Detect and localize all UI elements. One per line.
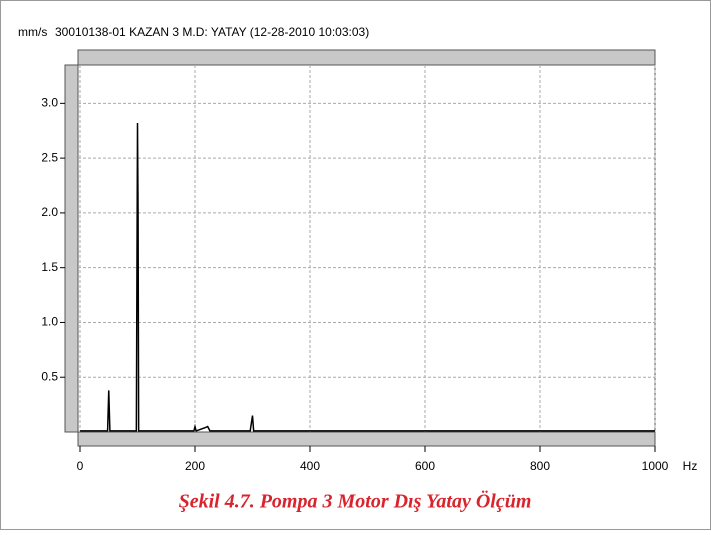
bottom-bar [77, 431, 656, 447]
x-tick-label: 1000 [642, 459, 669, 473]
caption: Şekil 4.7. Pompa 3 Motor Dış Yatay Ölçüm [179, 490, 532, 513]
chart-title: 30010138-01 KAZAN 3 M.D: YATAY (12-28-20… [55, 25, 369, 39]
y-tick-label: 1.5 [41, 260, 58, 274]
top-bar [77, 49, 656, 66]
spectrum-line [80, 123, 655, 432]
plot-frame [77, 64, 656, 433]
y-tick-label: 0.5 [41, 369, 58, 383]
x-tick-label: 800 [530, 459, 550, 473]
y-tick-label: 2.0 [41, 205, 58, 219]
y-tick-label: 1.0 [41, 315, 58, 329]
x-tick-label: 200 [185, 459, 205, 473]
x-tick-label: 0 [77, 459, 84, 473]
x-unit: Hz [683, 459, 698, 473]
x-tick-label: 400 [300, 459, 320, 473]
left-bar [64, 64, 79, 433]
y-tick-label: 3.0 [41, 96, 58, 110]
y-tick-label: 2.5 [41, 150, 58, 164]
y-unit: mm/s [18, 25, 47, 39]
x-tick-label: 600 [415, 459, 435, 473]
